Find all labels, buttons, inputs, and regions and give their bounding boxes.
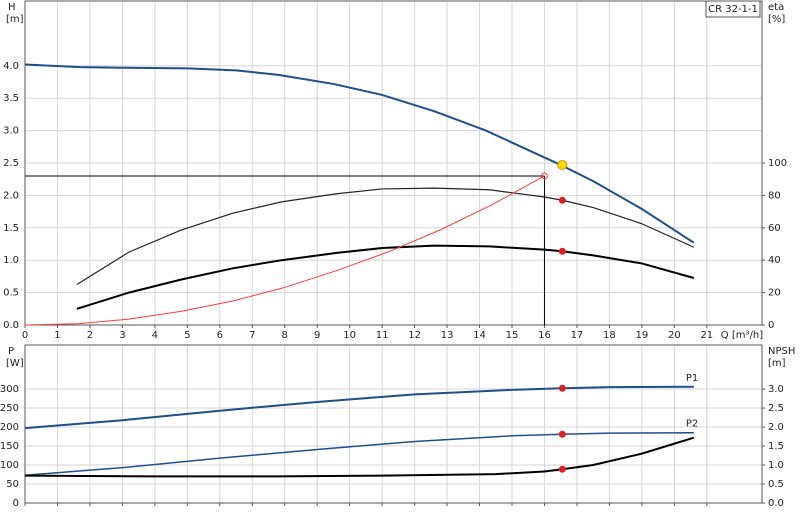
curve — [24, 175, 545, 326]
x-tick-label: 20 — [668, 330, 681, 341]
y2-tick-label: 0.0 — [768, 498, 784, 509]
y2-axis-label: NPSH — [768, 346, 795, 357]
plot-frame — [24, 0, 763, 326]
y2-tick-label: 0 — [768, 320, 774, 331]
x-tick-label: 18 — [603, 330, 616, 341]
y-tick-label: 1.0 — [3, 255, 19, 266]
y-tick-label: 3.0 — [3, 126, 19, 137]
x-tick-label: 15 — [506, 330, 519, 341]
curve — [24, 431, 694, 477]
y-tick-label: 0.0 — [3, 320, 19, 331]
title-box — [705, 0, 761, 18]
y2-axis-unit: [%] — [768, 14, 785, 25]
operating-point — [558, 247, 566, 255]
y2-tick-label: 20 — [768, 288, 781, 299]
curve — [24, 63, 695, 244]
y2-axis-unit: [m] — [768, 358, 786, 369]
x-tick-label: 17 — [571, 330, 584, 341]
y-axis-unit: [W] — [6, 358, 24, 369]
x-tick-label: 12 — [408, 330, 421, 341]
y-tick-label: 0.5 — [3, 288, 19, 299]
y2-tick-label: 60 — [768, 223, 781, 234]
x-tick-label: 16 — [538, 330, 551, 341]
curve — [76, 187, 695, 286]
y2-tick-label: 1.0 — [768, 460, 784, 471]
operating-point — [558, 430, 566, 438]
x-tick-label: 1 — [54, 330, 60, 341]
curve — [24, 436, 695, 478]
x-tick-label: 11 — [376, 330, 389, 341]
y-tick-label: 0 — [13, 498, 19, 509]
x-tick-label: 8 — [282, 330, 288, 341]
x-tick-label: 13 — [441, 330, 454, 341]
y-tick-label: 200 — [0, 422, 19, 433]
operating-point — [557, 159, 568, 170]
y-tick-label: 100 — [0, 460, 19, 471]
y2-tick-label: 40 — [768, 255, 781, 266]
operating-point — [558, 465, 566, 473]
x-tick-label: 0 — [22, 330, 28, 341]
y2-tick-label: 3.0 — [768, 384, 784, 395]
curve-label: P2 — [686, 419, 698, 430]
operating-point — [558, 196, 566, 204]
curve — [24, 385, 694, 430]
y-tick-label: 1.5 — [3, 223, 19, 234]
y-tick-label: 2.0 — [3, 190, 19, 201]
curve — [76, 244, 695, 310]
y-tick-label: 2.5 — [3, 158, 19, 169]
y2-tick-label: 80 — [768, 190, 781, 201]
y-tick-label: 3.5 — [3, 93, 19, 104]
y2-axis-label: eta — [768, 2, 784, 13]
x-tick-label: 9 — [314, 330, 320, 341]
y-axis-label: P — [8, 346, 14, 357]
operating-point — [558, 384, 566, 392]
y2-tick-label: 100 — [768, 158, 787, 169]
y2-tick-label: 0.5 — [768, 479, 784, 490]
y-tick-label: 300 — [0, 384, 19, 395]
x-tick-label: 14 — [473, 330, 486, 341]
y2-tick-label: 2.0 — [768, 422, 784, 433]
y-tick-label: 50 — [6, 479, 19, 490]
x-tick-label: 5 — [184, 330, 190, 341]
y-tick-label: 250 — [0, 403, 19, 414]
x-axis-label: Q [m³/h] — [721, 330, 763, 341]
chart-title: CR 32-1-1 — [708, 4, 758, 15]
x-tick-label: 3 — [119, 330, 125, 341]
curve-label: P1 — [686, 373, 698, 384]
y2-tick-label: 2.5 — [768, 403, 784, 414]
x-tick-label: 6 — [217, 330, 223, 341]
x-tick-label: 2 — [87, 330, 93, 341]
duty-point — [540, 172, 548, 180]
plot-frame — [24, 344, 763, 504]
x-tick-label: 21 — [700, 330, 713, 341]
x-tick-label: 7 — [249, 330, 255, 341]
y-axis-label: H — [8, 2, 16, 13]
x-tick-label: 4 — [152, 330, 158, 341]
x-tick-label: 10 — [343, 330, 356, 341]
y-axis-unit: [m] — [6, 14, 24, 25]
y2-tick-label: 1.5 — [768, 441, 784, 452]
x-tick-label: 19 — [636, 330, 649, 341]
y-tick-label: 4.0 — [3, 61, 19, 72]
y-tick-label: 150 — [0, 441, 19, 452]
